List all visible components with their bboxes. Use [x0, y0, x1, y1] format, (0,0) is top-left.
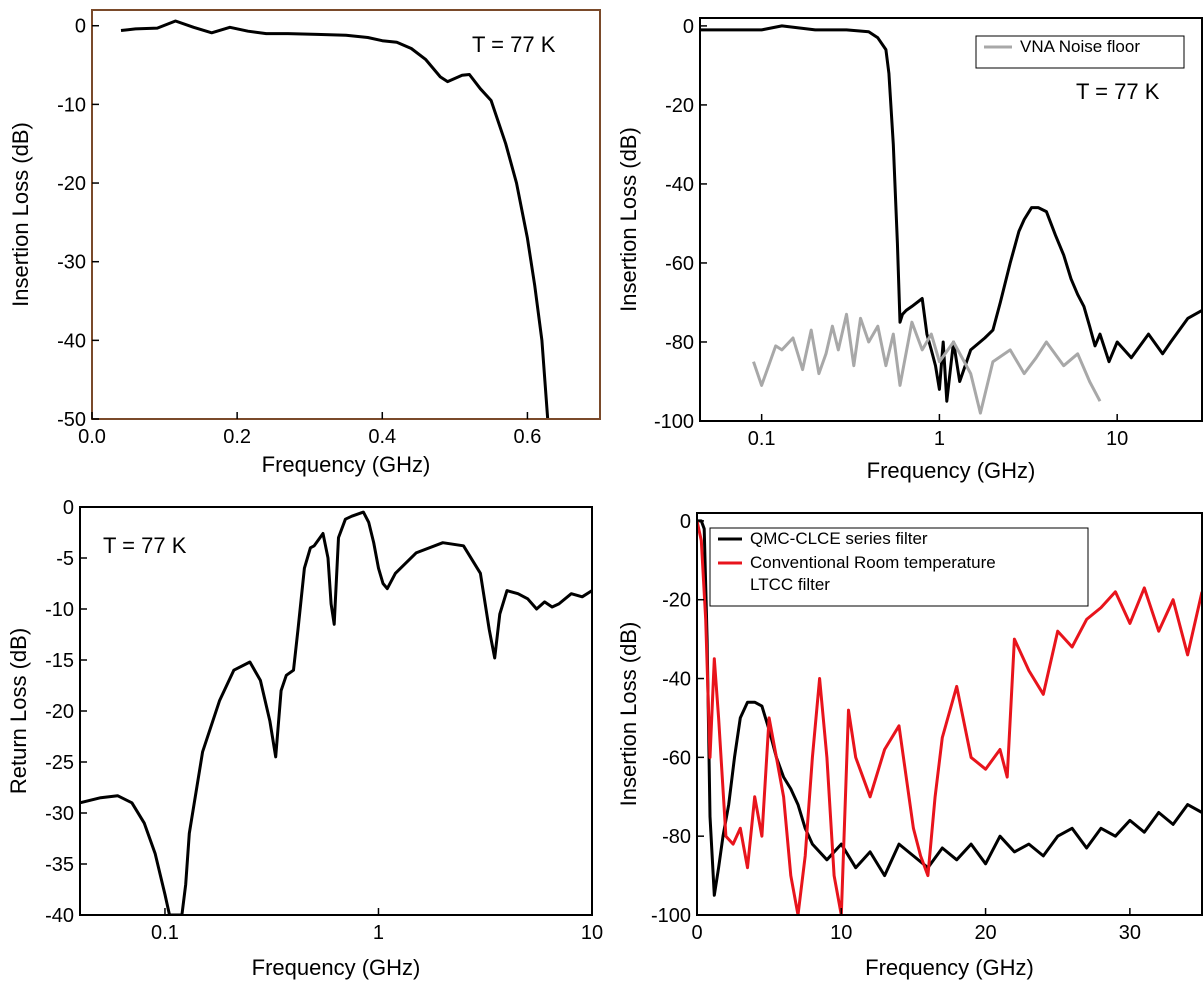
y-tick-label: 0 — [680, 511, 691, 533]
series-line-qmc-clce-series-filter — [697, 519, 1202, 897]
legend-box — [709, 527, 1089, 607]
series-line-series-0 — [120, 19, 550, 419]
x-tick-label: 0.1 — [151, 922, 179, 944]
x-tick-label: 0 — [691, 922, 702, 944]
x-axis-label: Frequency (GHz) — [262, 452, 431, 477]
y-tick-label: 0 — [75, 16, 86, 38]
x-tick-label: 1 — [934, 428, 945, 450]
series-line-vna-noise-floor — [752, 312, 1102, 415]
y-tick-label: -40 — [57, 330, 86, 352]
series-line-conventional-room-temperature-ltcc-filter — [697, 520, 1202, 915]
y-tick-label: -100 — [654, 411, 694, 433]
y-tick-label: -25 — [45, 752, 74, 774]
plot-frame — [696, 512, 1203, 916]
x-tick-label: 0.4 — [368, 426, 396, 448]
y-tick-label: -100 — [651, 905, 691, 927]
x-tick-label: 10 — [581, 922, 603, 944]
y-axis-label: Insertion Loss (dB) — [616, 127, 641, 312]
x-tick-label: 0.6 — [514, 426, 542, 448]
y-tick-label: -60 — [662, 747, 691, 769]
y-axis-label: Insertion Loss (dB) — [616, 622, 641, 807]
temperature-annotation: T = 77 K — [103, 533, 187, 558]
y-tick-label: -20 — [662, 590, 691, 612]
y-axis-label: Insertion Loss (dB) — [8, 122, 33, 307]
x-tick-label: 10 — [830, 922, 852, 944]
y-tick-label: -30 — [45, 803, 74, 825]
y-tick-label: -15 — [45, 650, 74, 672]
y-tick-label: -30 — [57, 252, 86, 274]
y-tick-label: -35 — [45, 854, 74, 876]
y-tick-label: -40 — [662, 669, 691, 691]
legend-entry: QMC-CLCE series filter — [750, 529, 928, 548]
y-tick-label: -5 — [56, 548, 74, 570]
x-tick-label: 30 — [1119, 922, 1141, 944]
chart-panel-top-left: 0.0 0.2 0.4 0.6 0 -10 -20 -30 -40 -50 Frequency (G… — [8, 9, 601, 477]
x-axis-label: Frequency (GHz) — [867, 458, 1036, 483]
chart-panel-bottom-left: 0.1 1 10 0 -5 -10 -15 -20 -25 -30 -35 -40 Frequency … — [6, 497, 603, 980]
x-tick-label: 0.2 — [223, 426, 251, 448]
x-tick-label: 10 — [1106, 428, 1128, 450]
y-tick-label: -20 — [665, 95, 694, 117]
temperature-annotation: T = 77 K — [1076, 79, 1160, 104]
x-tick-label: 20 — [974, 922, 996, 944]
x-tick-label: 0.0 — [78, 426, 106, 448]
y-tick-label: -10 — [45, 599, 74, 621]
series-line-series-0 — [80, 510, 592, 915]
temperature-annotation: T = 77 K — [472, 32, 556, 57]
legend: VNA Noise floor — [975, 35, 1185, 69]
chart-panel-bottom-right: 0 10 20 30 0 -20 -40 -60 -80 -100 Frequency (GHz) I… — [616, 511, 1203, 980]
legend-box — [975, 35, 1185, 69]
y-tick-label: -80 — [665, 332, 694, 354]
y-tick-label: -50 — [57, 409, 86, 431]
y-tick-label: -10 — [57, 94, 86, 116]
y-tick-label: -60 — [665, 253, 694, 275]
y-tick-label: -40 — [45, 905, 74, 927]
legend-entry: Conventional Room temperature LTCC filter — [750, 553, 996, 594]
y-tick-label: -40 — [665, 174, 694, 196]
series-line-series-0 — [700, 24, 1202, 403]
chart-panel-top-right: 0.1 1 10 0 -20 -40 -60 -80 -100 Frequency (GHz) In… — [616, 16, 1203, 483]
y-tick-label: -20 — [45, 701, 74, 723]
legend: QMC-CLCE series filter Conventional Room … — [709, 527, 1089, 607]
plot-frame — [91, 9, 601, 420]
x-tick-label: 1 — [373, 922, 384, 944]
x-axis-label: Frequency (GHz) — [252, 955, 421, 980]
y-tick-label: -20 — [57, 173, 86, 195]
x-tick-label: 0.1 — [748, 428, 776, 450]
x-axis-label: Frequency (GHz) — [865, 955, 1034, 980]
y-tick-label: 0 — [683, 16, 694, 38]
y-axis-label: Return Loss (dB) — [6, 628, 31, 794]
y-tick-label: -80 — [662, 826, 691, 848]
legend-entry: VNA Noise floor — [1020, 37, 1140, 56]
y-tick-label: 0 — [63, 497, 74, 519]
plot-frame — [699, 17, 1203, 422]
